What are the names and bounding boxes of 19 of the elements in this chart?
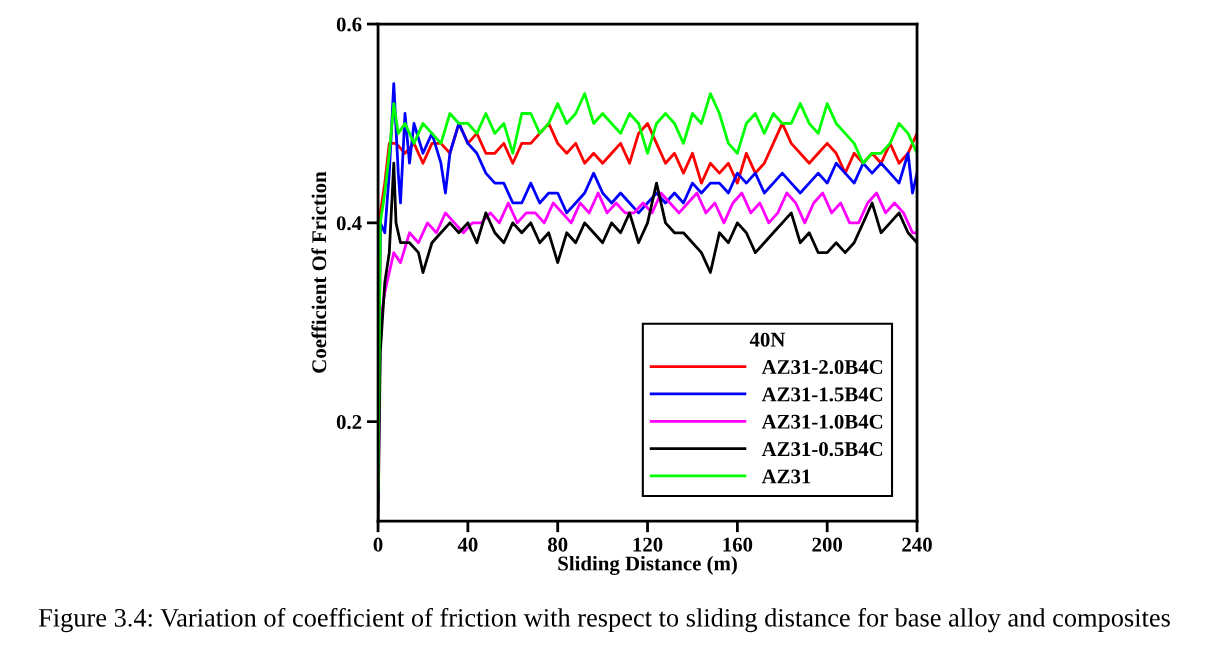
legend-label: AZ31-2.0B4C xyxy=(761,360,883,375)
y-tick-label: 0.6 xyxy=(336,17,362,32)
legend-title: 40N xyxy=(749,332,786,347)
legend-label: AZ31-1.0B4C xyxy=(761,414,883,429)
x-axis-title: Sliding Distance (m) xyxy=(558,555,737,575)
legend-label: AZ31 xyxy=(761,469,811,484)
x-tick-label: 160 xyxy=(723,537,753,552)
legend-label: AZ31-1.5B4C xyxy=(761,387,883,402)
x-tick-label: 40 xyxy=(457,537,478,552)
caption: Figure 3.4: Variation of coefficient of friction with respect to sliding distance for base alloy and composites xyxy=(38,607,1170,633)
y-tick-label: 0.4 xyxy=(336,216,362,231)
x-tick-label: 0 xyxy=(373,537,383,552)
x-tick-label: 240 xyxy=(902,537,932,552)
y-axis-title: Coefficient Of Friction xyxy=(311,171,327,373)
legend-label: AZ31-0.5B4C xyxy=(761,442,883,457)
x-tick-label: 120 xyxy=(633,537,663,552)
x-tick-label: 200 xyxy=(812,537,843,552)
y-tick-label: 0.2 xyxy=(336,415,362,430)
x-tick-label: 80 xyxy=(547,537,568,552)
